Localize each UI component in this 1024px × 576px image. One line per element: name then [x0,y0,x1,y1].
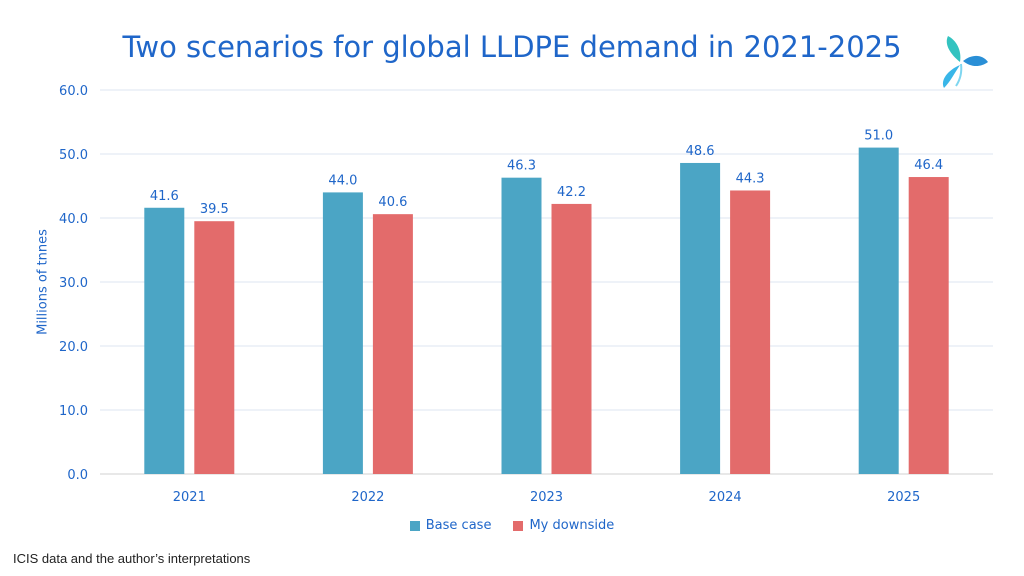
bar-my-downside [194,221,235,474]
data-label: 51.0 [864,129,893,144]
bar-my-downside [372,214,413,474]
x-tick-label: 2023 [530,490,563,505]
data-label: 48.6 [686,144,715,159]
tri-leaf-logo-icon [942,36,988,88]
y-tick-label: 20.0 [59,340,88,355]
data-label: 42.2 [557,185,586,200]
bar-base-case [501,177,542,474]
legend-swatch-base-case [409,520,420,531]
y-tick-label: 40.0 [59,212,88,227]
bar-base-case [144,207,185,474]
bar-base-case [858,147,899,474]
data-label: 44.0 [328,173,357,188]
legend: Base case My downside [0,518,1024,533]
y-tick-label: 0.0 [67,468,88,483]
x-tick-label: 2022 [351,490,384,505]
y-tick-label: 50.0 [59,148,88,163]
x-tick-label: 2021 [173,490,206,505]
data-label: 40.6 [378,195,407,210]
x-tick-label: 2024 [709,490,742,505]
y-tick-label: 30.0 [59,276,88,291]
bar-base-case [680,162,721,474]
data-label: 46.4 [914,158,943,173]
bar-my-downside [551,203,592,475]
source-note: ICIS data and the author’s interpretatio… [13,551,251,566]
legend-swatch-my-downside [513,520,524,531]
legend-item-my-downside: My downside [513,518,614,533]
data-label: 46.3 [507,159,536,174]
y-tick-label: 60.0 [59,84,88,99]
data-label: 39.5 [200,202,229,217]
legend-label-base-case: Base case [425,518,492,533]
legend-label-my-downside: My downside [529,518,615,533]
x-tick-label: 2025 [887,490,920,505]
bar-base-case [322,192,363,474]
data-label: 44.3 [736,171,765,186]
y-tick-label: 10.0 [59,404,88,419]
legend-item-base-case: Base case [409,518,492,533]
chart-title: Two scenarios for global LLDPE demand in… [122,30,902,64]
data-label: 41.6 [150,189,179,204]
bar-my-downside [908,177,949,475]
bar-my-downside [730,190,771,475]
